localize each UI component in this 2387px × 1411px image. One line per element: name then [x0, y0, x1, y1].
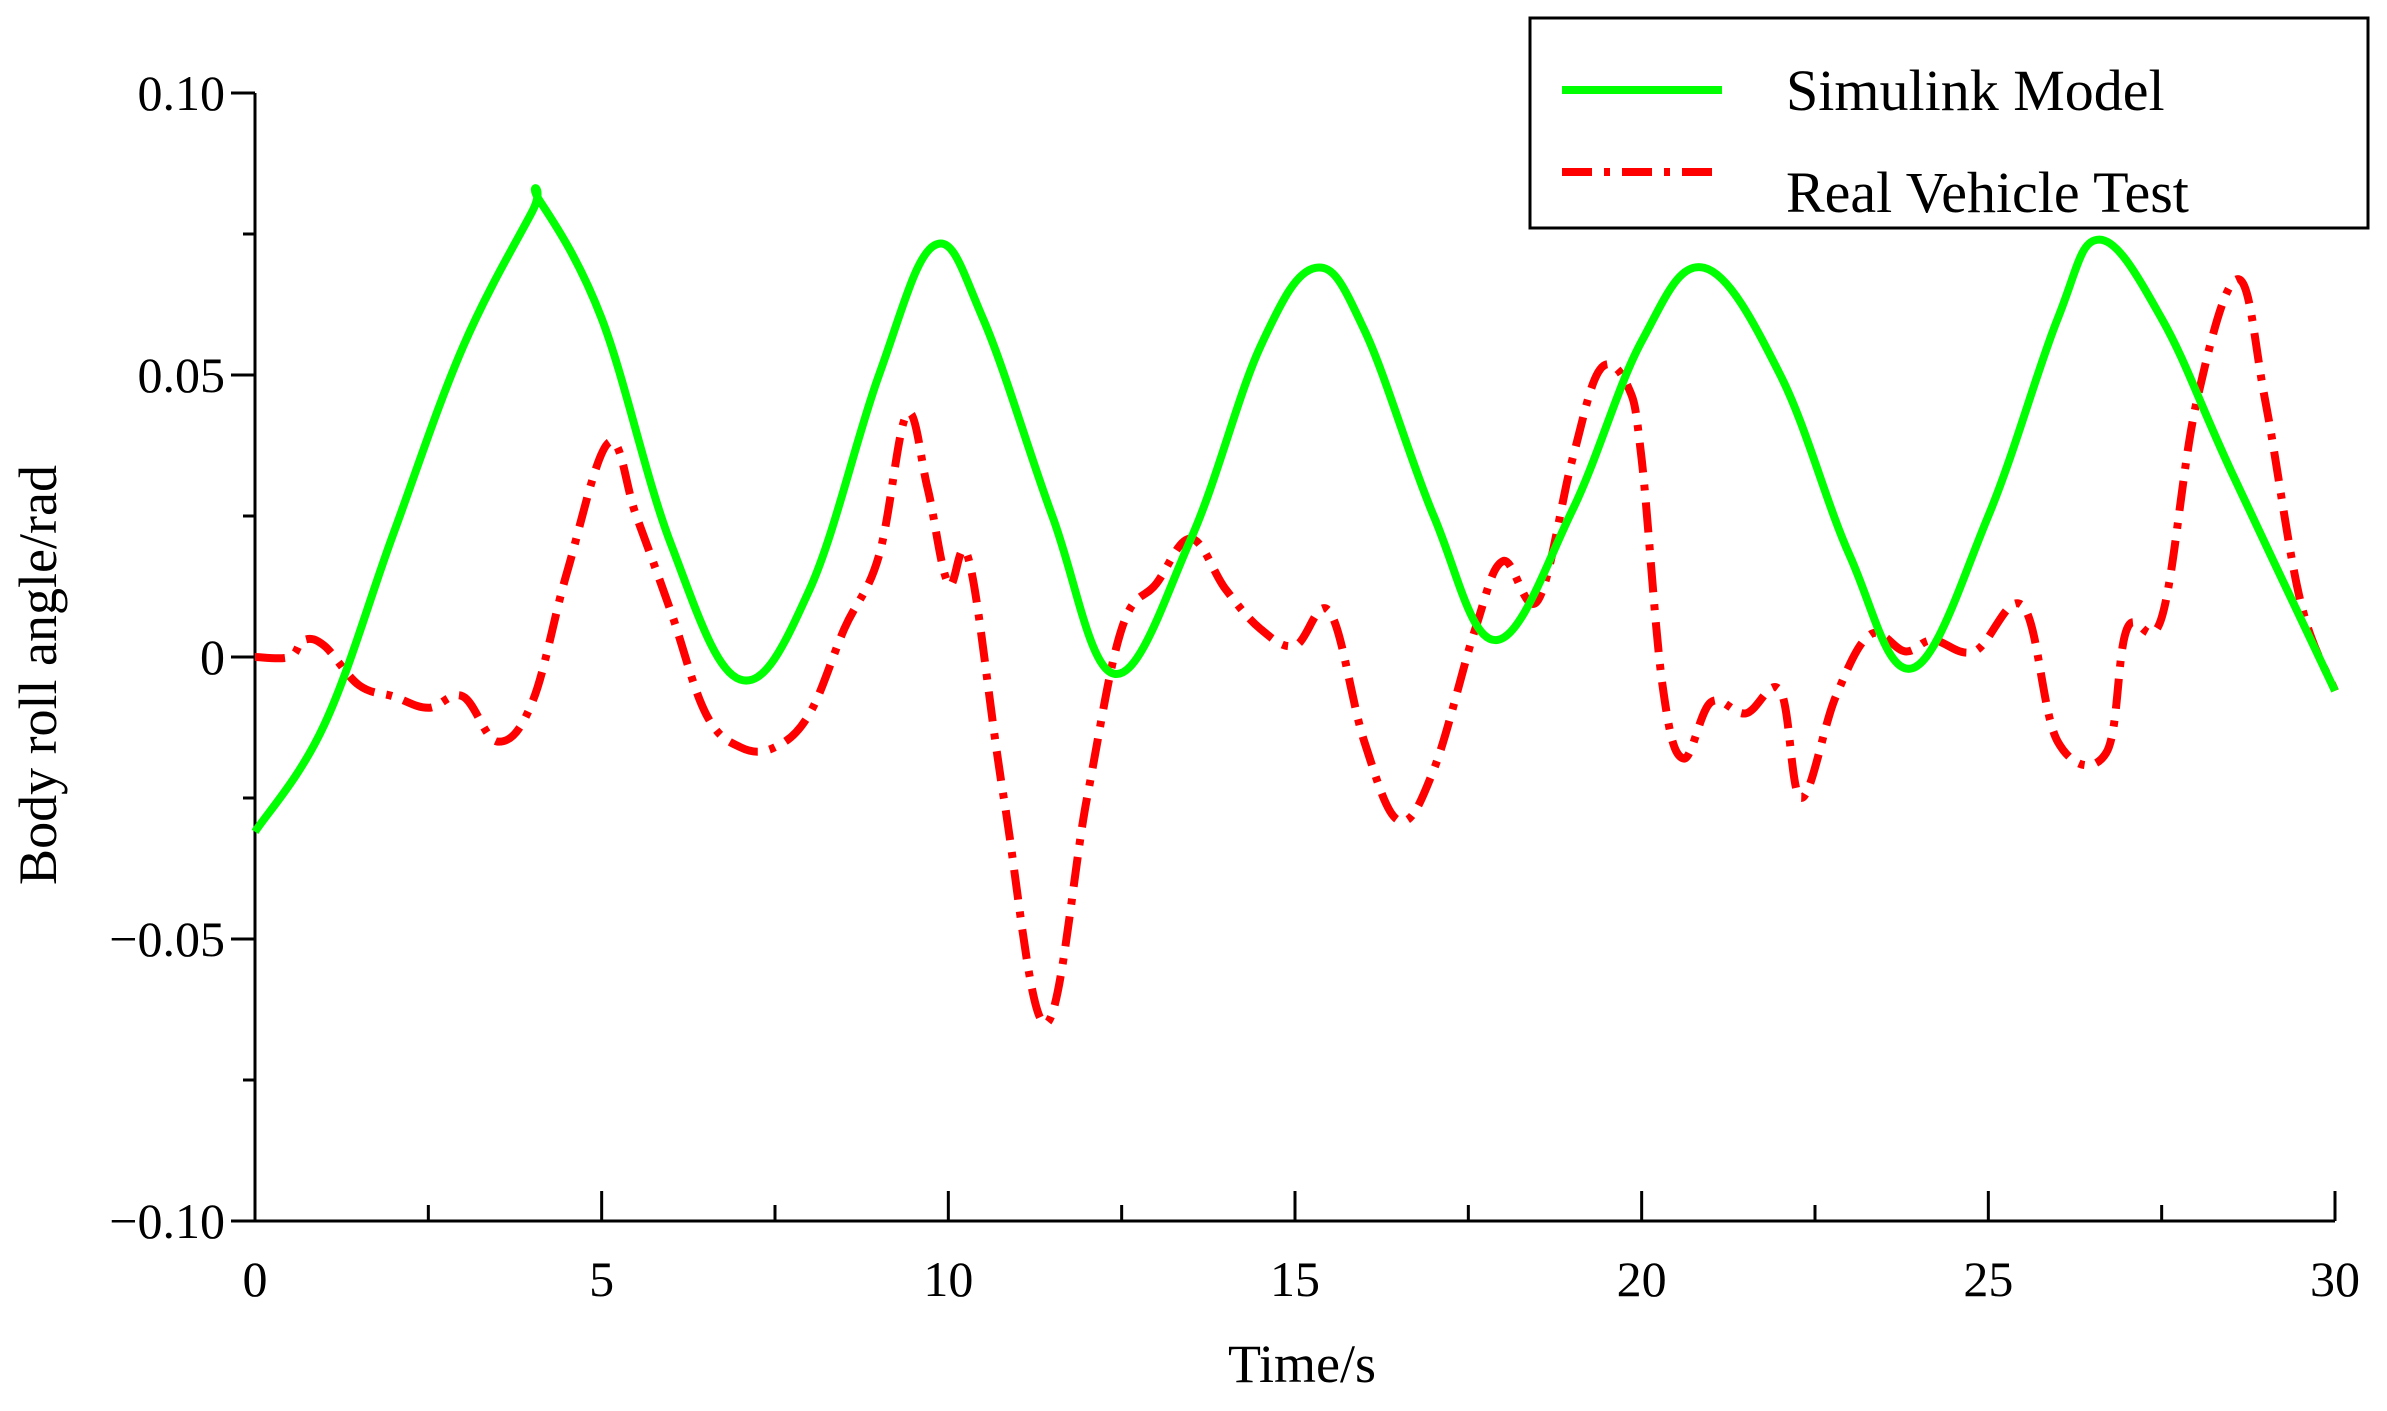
legend-box	[1528, 16, 2370, 230]
axes: 0 5 10 15 20 25 30 −0.10 −0.05 0 0.05 0.10	[109, 65, 2360, 1307]
x-tick-label: 25	[1963, 1251, 2013, 1307]
y-axis-title: Body roll angle/rad	[8, 465, 68, 885]
plot-area	[251, 184, 2339, 1028]
x-tick-label: 0	[243, 1251, 268, 1307]
y-tick-label: 0	[200, 629, 225, 685]
x-tick-label: 20	[1617, 1251, 1667, 1307]
x-tick-label: 10	[923, 1251, 973, 1307]
legend-label-simulink-model: Simulink Model	[1786, 58, 2165, 123]
x-tick-label: 15	[1270, 1251, 1320, 1307]
legend-label-real-vehicle-test: Real Vehicle Test	[1786, 160, 2189, 225]
legend: Simulink Model Real Vehicle Test	[1528, 16, 2370, 230]
x-tick-label: 30	[2310, 1251, 2360, 1307]
series-line-real-vehicle-test	[254, 275, 2339, 1028]
y-tick-label: −0.05	[109, 911, 225, 967]
series-line-simulink-model	[251, 184, 2339, 835]
y-tick-label: 0.10	[138, 65, 226, 121]
y-tick-label: −0.10	[109, 1193, 225, 1249]
x-axis-title: Time/s	[1228, 1334, 1376, 1394]
x-tick-label: 5	[589, 1251, 614, 1307]
y-tick-label: 0.05	[138, 347, 226, 403]
